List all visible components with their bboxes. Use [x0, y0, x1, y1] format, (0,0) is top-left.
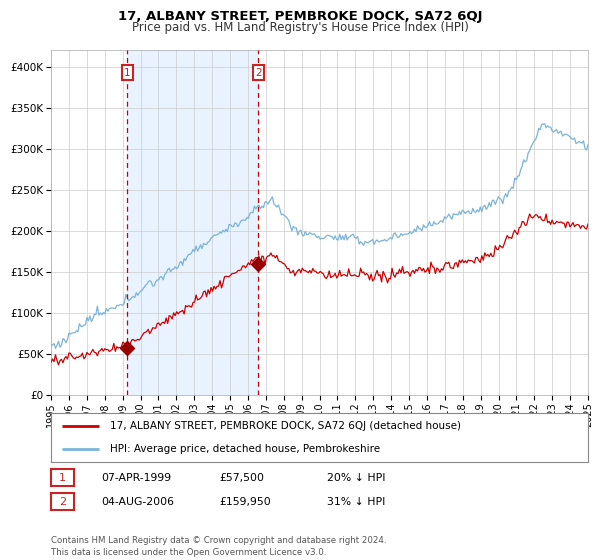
Text: £57,500: £57,500 [219, 473, 264, 483]
Text: 04-AUG-2006: 04-AUG-2006 [101, 497, 174, 507]
Text: 17, ALBANY STREET, PEMBROKE DOCK, SA72 6QJ: 17, ALBANY STREET, PEMBROKE DOCK, SA72 6… [118, 10, 482, 23]
Text: 1: 1 [59, 473, 66, 483]
Text: 17, ALBANY STREET, PEMBROKE DOCK, SA72 6QJ (detached house): 17, ALBANY STREET, PEMBROKE DOCK, SA72 6… [110, 421, 461, 431]
Text: 2: 2 [255, 68, 262, 77]
Text: 07-APR-1999: 07-APR-1999 [101, 473, 171, 483]
Text: 2: 2 [59, 497, 66, 507]
Text: Price paid vs. HM Land Registry's House Price Index (HPI): Price paid vs. HM Land Registry's House … [131, 21, 469, 34]
Text: 31% ↓ HPI: 31% ↓ HPI [327, 497, 385, 507]
Text: Contains HM Land Registry data © Crown copyright and database right 2024.
This d: Contains HM Land Registry data © Crown c… [51, 536, 386, 557]
Text: HPI: Average price, detached house, Pembrokeshire: HPI: Average price, detached house, Pemb… [110, 444, 380, 454]
Bar [127, 50, 259, 395]
Text: 20% ↓ HPI: 20% ↓ HPI [327, 473, 386, 483]
Text: £159,950: £159,950 [219, 497, 271, 507]
Text: 1: 1 [124, 68, 131, 77]
